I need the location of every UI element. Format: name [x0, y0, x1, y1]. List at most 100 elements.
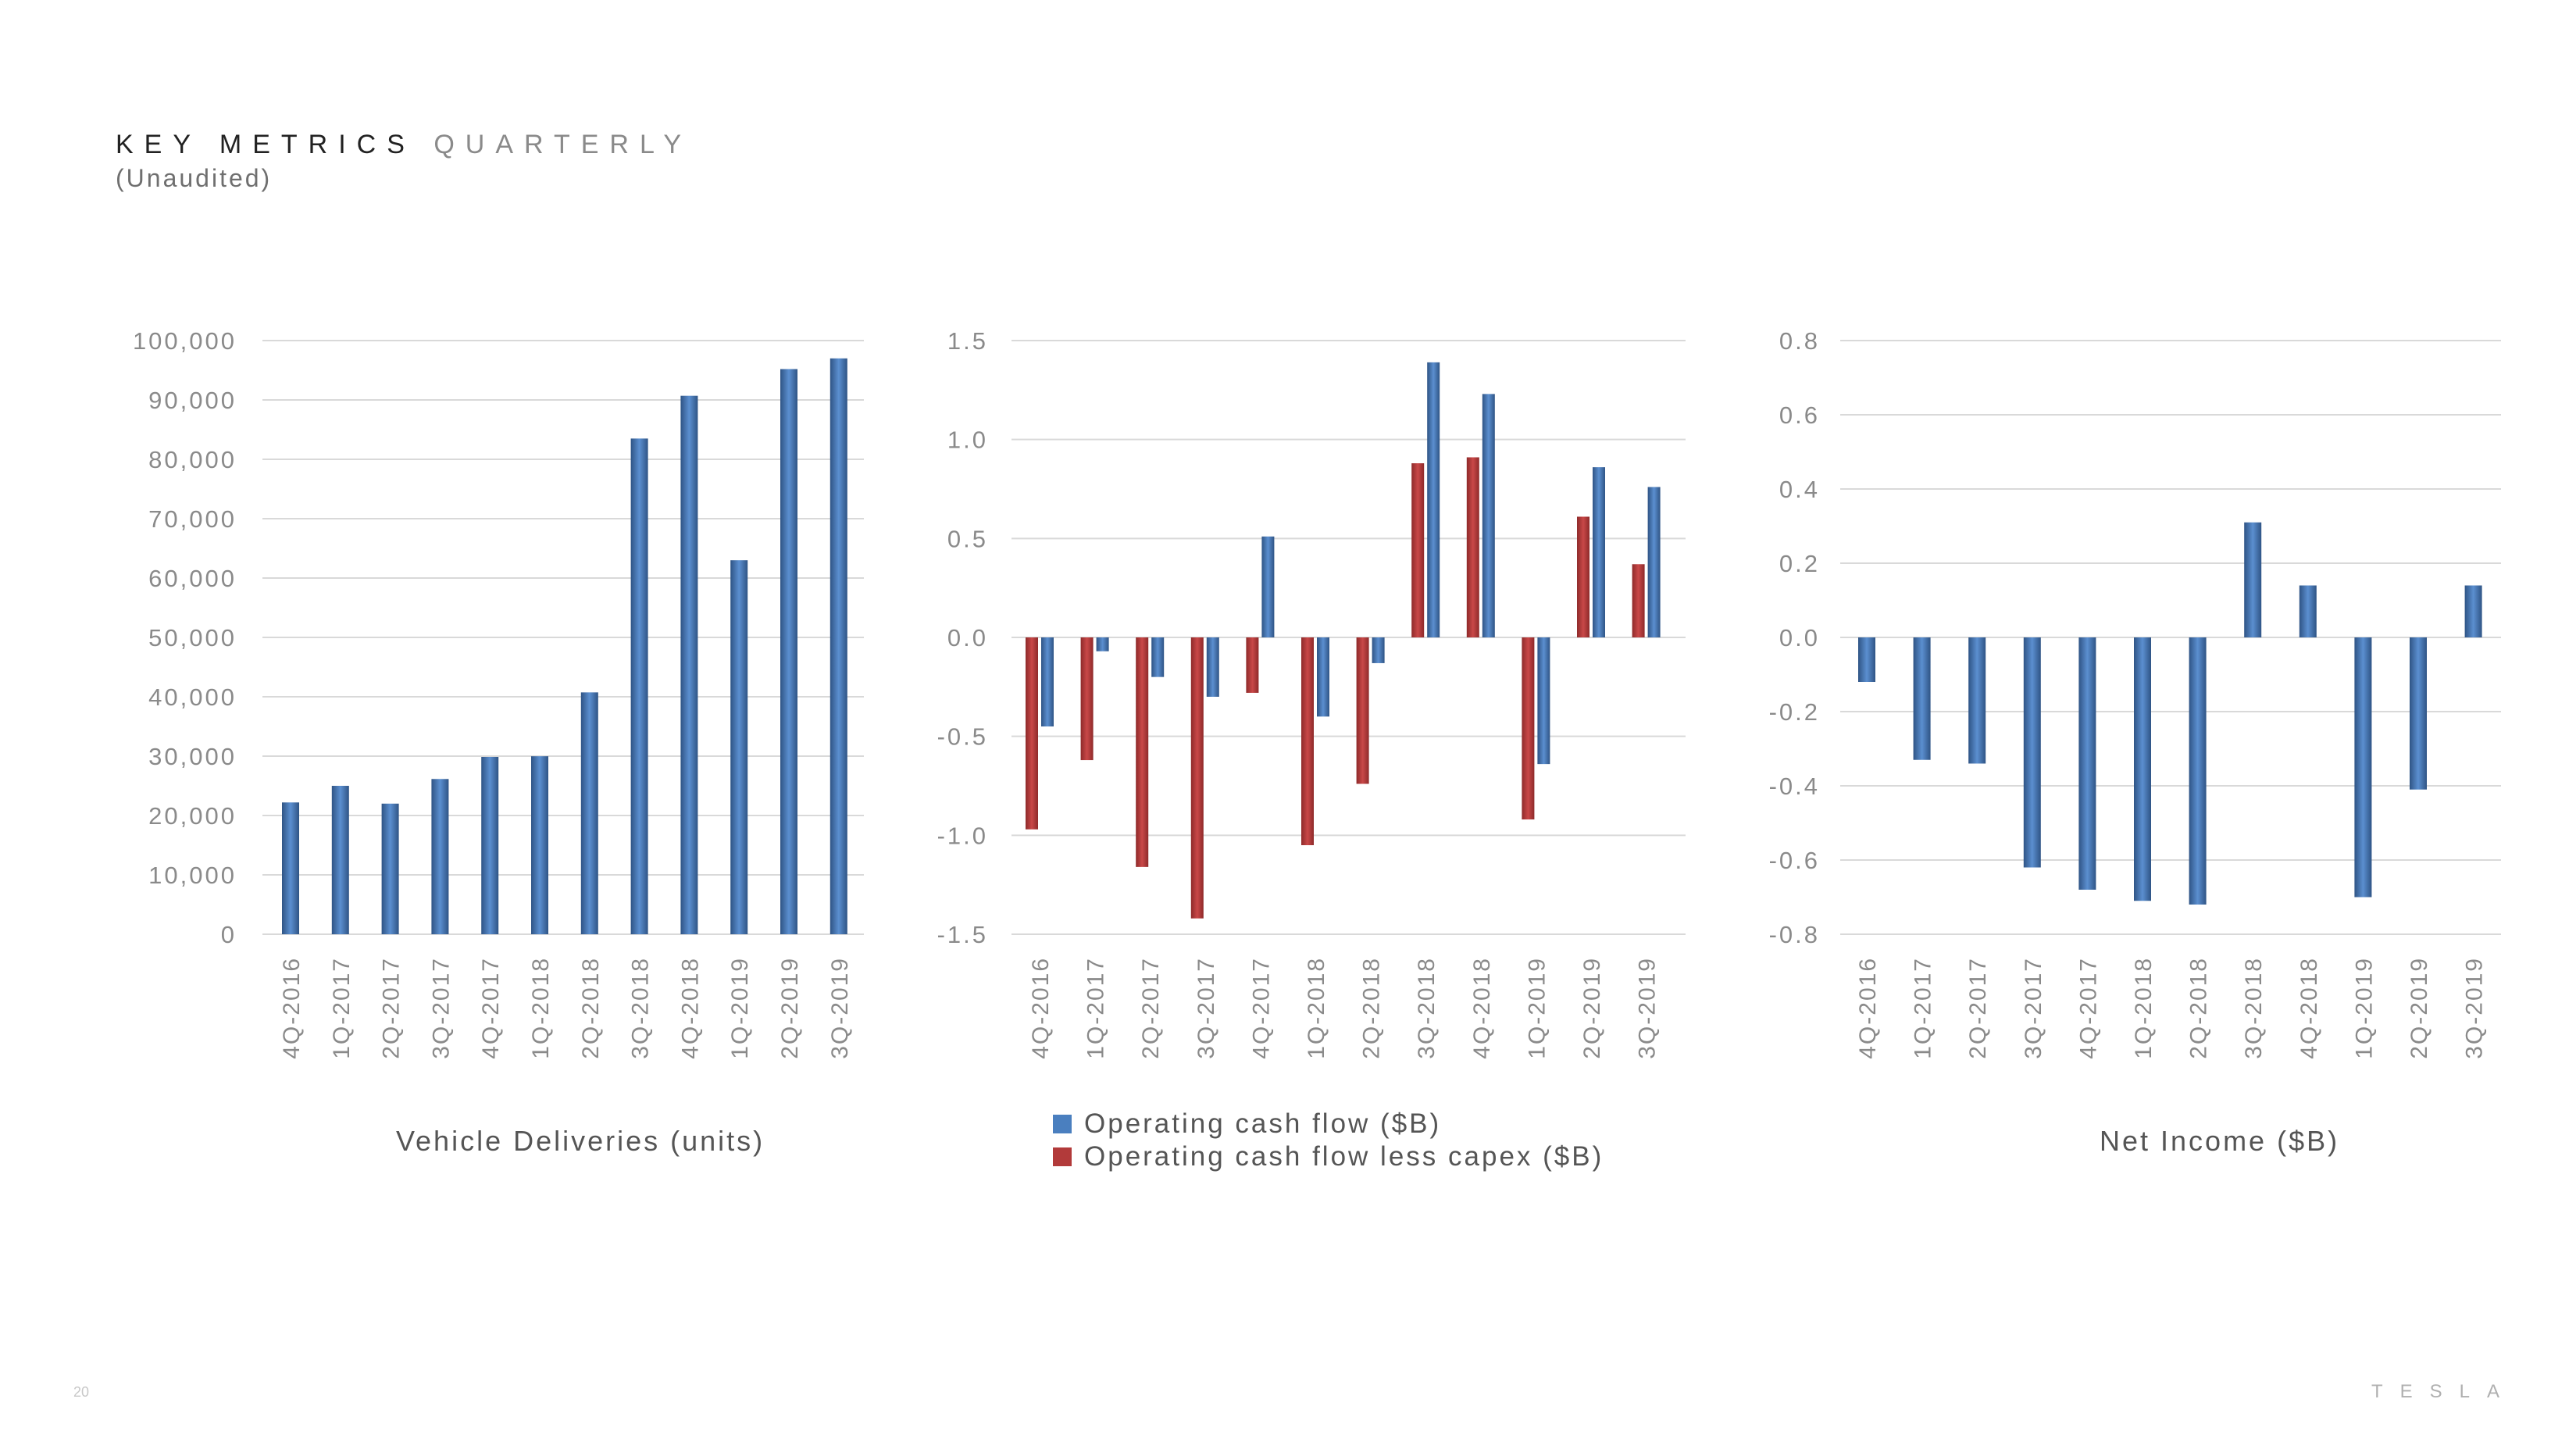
cash-flow-legend: Operating cash flow ($B) Operating cash …: [1053, 1108, 1604, 1173]
x-tick-label: 3Q-2017: [2021, 957, 2046, 1059]
y-tick-label: -0.4: [1769, 773, 1820, 800]
x-tick-label: 2Q-2017: [1965, 957, 1991, 1059]
bar: [1190, 637, 1204, 919]
y-tick-label: -1.0: [937, 822, 988, 849]
page-title: KEY METRICS QUARTERLY: [116, 130, 692, 160]
bar: [331, 786, 349, 934]
y-tick-label: 0.5: [947, 525, 988, 552]
y-tick-label: 70,000: [148, 505, 237, 533]
y-tick-label: 0.8: [1779, 327, 1820, 355]
bar: [2464, 585, 2482, 637]
bar: [730, 560, 748, 934]
x-tick-label: 3Q-2018: [1414, 957, 1440, 1059]
bar: [1261, 536, 1275, 637]
bar: [1466, 457, 1479, 637]
page-subtitle: (Unaudited): [116, 164, 273, 192]
x-tick-label: 1Q-2018: [2131, 957, 2157, 1059]
bar: [2023, 637, 2041, 868]
bar: [1577, 516, 1589, 637]
bar: [531, 756, 548, 934]
bar: [1206, 637, 1219, 697]
bar: [830, 358, 847, 934]
x-tick-label: 2Q-2018: [2186, 957, 2212, 1059]
x-tick-label: 1Q-2017: [329, 957, 355, 1059]
bar: [1096, 637, 1109, 651]
x-tick-label: 1Q-2018: [528, 957, 554, 1059]
bar: [1913, 637, 1931, 760]
x-tick-label: 4Q-2017: [2075, 957, 2101, 1059]
net-income-chart: -0.8 -0.6 -0.4 -0.2 0.0 0.2 0.4 0.6 0.8 4Q-2016 1Q…: [1769, 327, 2501, 1059]
y-tick-label: 40,000: [148, 683, 237, 711]
page-number: 20: [73, 1384, 90, 1400]
bar: [431, 779, 449, 934]
x-tick-label: 2Q-2019: [777, 957, 803, 1059]
y-tick-label: 0.4: [1779, 476, 1820, 503]
x-tick-label: 2Q-2018: [1359, 957, 1385, 1059]
title-suffix: QUARTERLY: [433, 130, 693, 159]
legend-item-cash-flow-less-capex: Operating cash flow less capex ($B): [1053, 1140, 1604, 1173]
bar: [1372, 637, 1385, 663]
bar: [282, 802, 299, 934]
x-tick-label: 2Q-2017: [1138, 957, 1164, 1059]
bar: [1482, 394, 1495, 637]
y-tick-label: -0.5: [937, 723, 988, 751]
operating-cash-flow-chart: -1.5 -1.0 -0.5 0.0 0.5 1.0 1.5 4Q-2016 1Q-2017 2Q…: [937, 327, 1686, 1059]
x-tick-label: 2Q-2019: [1579, 957, 1605, 1059]
bar: [2078, 637, 2096, 890]
y-tick-label: -0.6: [1769, 847, 1820, 874]
bar: [1968, 637, 1986, 764]
y-tick-label: 30,000: [148, 743, 237, 770]
x-tick-label: 2Q-2019: [2407, 957, 2432, 1059]
x-tick-label: 4Q-2018: [1469, 957, 1495, 1059]
y-tick-label: 0.6: [1779, 402, 1820, 429]
bar: [2299, 585, 2317, 637]
y-tick-label: 100,000: [133, 327, 237, 355]
x-tick-label: 1Q-2019: [2351, 957, 2377, 1059]
bar: [2244, 522, 2262, 637]
y-tick-label: 20,000: [148, 802, 237, 830]
vehicle-deliveries-chart: 0 10,000 20,000 30,000 40,000 50,000 60,000 70,…: [133, 327, 864, 1059]
bar: [1537, 637, 1550, 765]
bar: [1136, 637, 1149, 867]
bar: [1356, 637, 1369, 784]
x-tick-label: 3Q-2018: [628, 957, 654, 1059]
bar: [481, 756, 499, 934]
x-tick-label: 2Q-2018: [578, 957, 604, 1059]
x-tick-label: 3Q-2019: [827, 957, 853, 1059]
x-tick-label: 4Q-2018: [677, 957, 703, 1059]
bar: [2410, 637, 2427, 790]
x-tick-label: 4Q-2017: [478, 957, 504, 1059]
x-tick-label: 1Q-2019: [1524, 957, 1550, 1059]
bar: [630, 438, 648, 934]
x-tick-label: 3Q-2018: [2241, 957, 2267, 1059]
bar: [780, 369, 797, 935]
x-tick-label: 4Q-2018: [2296, 957, 2322, 1059]
bar: [1632, 564, 1645, 637]
legend-label-cash-flow-less-capex: Operating cash flow less capex ($B): [1084, 1141, 1604, 1172]
bar: [2134, 637, 2151, 901]
y-tick-label: 50,000: [148, 624, 237, 651]
y-tick-label: 80,000: [148, 446, 237, 473]
y-tick-label: 1.5: [947, 327, 988, 355]
x-tick-label: 3Q-2019: [2462, 957, 2488, 1059]
bar: [1411, 463, 1425, 637]
bar: [1041, 637, 1054, 726]
legend-swatch-red: [1053, 1147, 1072, 1166]
x-tick-label: 1Q-2017: [1083, 957, 1109, 1059]
chart-title-deliveries: Vehicle Deliveries (units): [396, 1125, 765, 1157]
y-tick-label: 0.2: [1779, 550, 1820, 577]
x-tick-label: 4Q-2016: [1855, 957, 1881, 1059]
bar: [1593, 467, 1605, 637]
y-tick-label: 0.0: [1779, 624, 1820, 651]
legend-item-operating-cash-flow: Operating cash flow ($B): [1053, 1108, 1604, 1140]
x-tick-label: 1Q-2017: [1911, 957, 1936, 1059]
bar: [1301, 637, 1314, 845]
bar: [1647, 487, 1661, 637]
y-tick-label: 60,000: [148, 565, 237, 592]
legend-label-operating-cash-flow: Operating cash flow ($B): [1084, 1108, 1442, 1139]
legend-swatch-blue: [1053, 1115, 1072, 1133]
y-tick-label: -0.8: [1769, 921, 1820, 948]
title-main: KEY METRICS: [116, 130, 416, 159]
y-tick-label: -1.5: [937, 921, 988, 948]
bar: [2189, 637, 2207, 905]
